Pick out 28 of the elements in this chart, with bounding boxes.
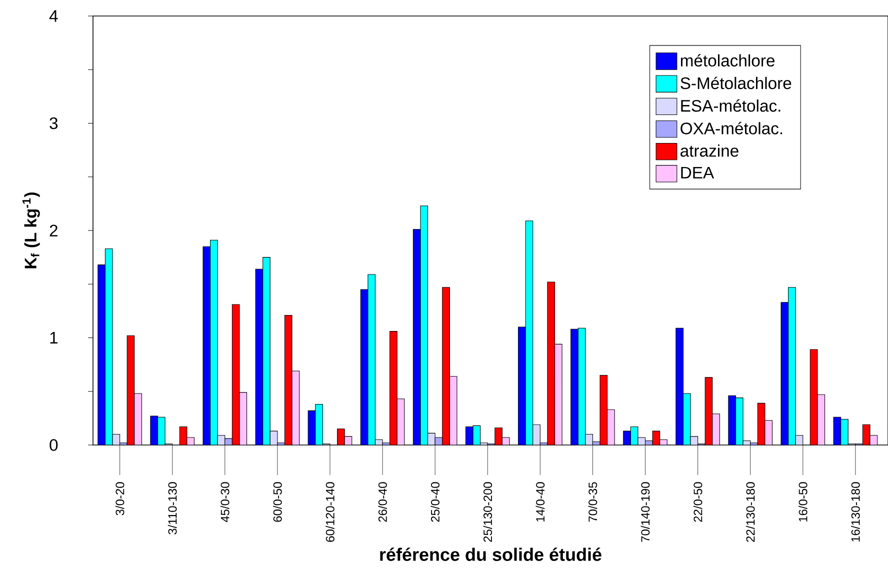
legend-label: atrazine: [680, 144, 738, 157]
y-tick-label: 3: [50, 117, 58, 130]
x-tick-label: 25/0-40: [430, 482, 440, 522]
legend-label: S-Métolachlore: [680, 76, 792, 90]
x-tick-label: 22/130-180: [746, 482, 755, 542]
x-tick-label: 3/0-20: [115, 482, 124, 516]
x-tick-label: 14/0-40: [536, 482, 545, 522]
y-tick-label: 4: [49, 10, 58, 22]
x-tick-label: 16/0-50: [798, 482, 808, 522]
x-tick-label: 25/130-200: [483, 482, 492, 542]
x-tick-label: 45/0-30: [220, 482, 230, 522]
x-tick-label: 60/0-50: [273, 482, 282, 522]
x-tick-label: 70/140-190: [640, 482, 650, 542]
y-tick-label: 2: [50, 224, 58, 236]
y-tick-label: 0: [50, 439, 58, 451]
x-tick-label: 70/0-35: [588, 482, 598, 522]
x-axis-title: référence du solide étudié: [380, 548, 602, 561]
legend-label: métolachlore: [680, 54, 775, 67]
legend-label: OXA-métolac.: [680, 122, 782, 134]
y-tick-label: 1: [50, 332, 58, 344]
y-axis-title: K$_{f}$ (L kg$^{-1}$): [22, 192, 40, 268]
x-tick-label: 60/120-140: [326, 482, 334, 542]
x-tick-label: 3/110-130: [168, 482, 177, 534]
x-tick-label: 26/0-40: [378, 482, 387, 522]
x-tick-label: 16/130-180: [851, 482, 860, 542]
x-tick-label: 22/0-50: [693, 482, 702, 522]
legend-label: DEA: [681, 166, 714, 178]
legend-label: ESA-métolac.: [681, 99, 780, 112]
